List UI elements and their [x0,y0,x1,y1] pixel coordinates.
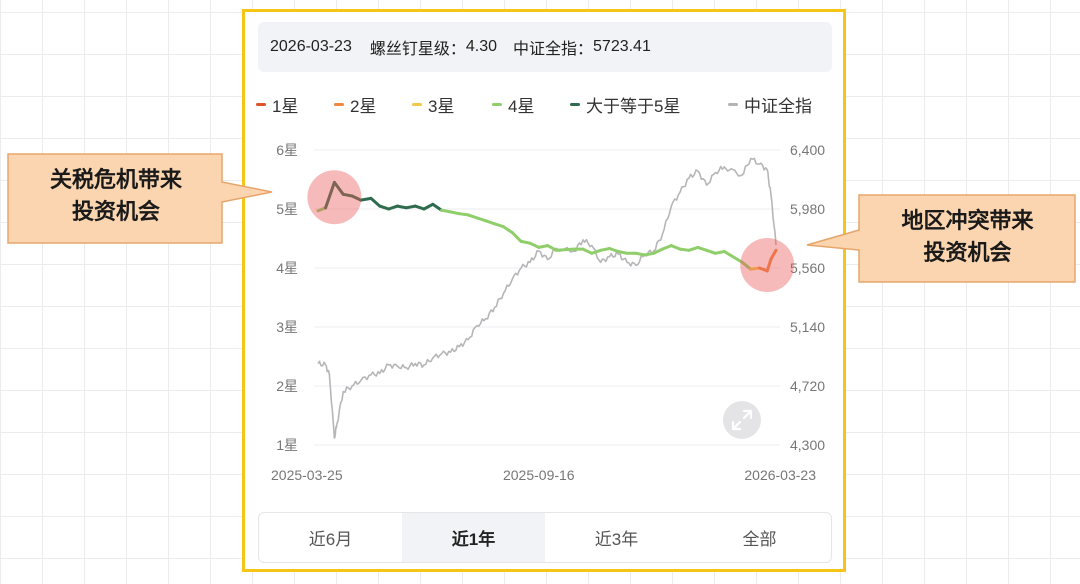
series-rating-segment [590,248,603,255]
legend-label: 1星 [272,97,299,116]
chart-card [242,9,846,572]
left-callout-shape [7,153,273,244]
tooltip-rating-label: 螺丝钉星级： [369,41,466,58]
legend-item-1star[interactable]: 1星 [256,92,298,117]
series-rating-segment [546,244,558,252]
y-left-tick-label: 5星 [276,201,298,217]
legend-label: 4星 [508,97,535,116]
line-chart: 1星 2星 3星 4星 5星 6星 4,300 4,720 5,140 5,560 5,980 6,… [271,142,825,483]
series-rating-segment [466,213,479,220]
x-tick-label: 2025-09-16 [503,467,575,483]
left-callout-text: 关税危机带来 投资机会 [49,167,182,224]
series-rating-segment [687,245,700,252]
series-rating-segment [332,180,345,196]
legend-label: 2星 [350,97,377,116]
legend-label: 大于等于5星 [586,97,681,116]
tooltip-bar: 2026-03-23 螺丝钉星级： 4.30 中证全指： 5723.41 [258,22,832,72]
series-rating-segment [581,247,594,255]
series-rating-segment [519,239,532,245]
series-rating-segment [404,204,417,210]
y-right-tick-label: 4,300 [790,437,825,453]
y-right-tick-label: 5,140 [790,319,825,335]
tab-1y[interactable]: 近1年 [402,513,545,562]
expand-icon [731,409,753,431]
legend-swatch [570,103,580,106]
tooltip-date: 2026-03-23 [270,38,352,55]
y-right-tick-label: 5,560 [790,260,825,276]
right-callout-shape [806,194,1076,283]
highlight-tariff-zone [307,170,362,225]
tooltip-index-value: 5723.41 [593,38,651,55]
legend-swatch [412,103,422,106]
series-rating-segment [765,257,773,273]
series-rating-segment [359,196,373,202]
series-rating-segment [324,180,336,210]
series-rating-segment [502,225,514,235]
y-right-tick-label: 5,980 [790,201,825,217]
legend-swatch [334,103,344,106]
series-rating-segment [528,241,541,249]
legend-swatch [492,103,502,106]
series-rating-segment [341,192,354,198]
legend-item-index[interactable]: 中证全指 [728,92,812,117]
legend-item-5star-plus[interactable]: 大于等于5星 [570,92,680,117]
tooltip-index-label: 中证全指： [513,41,594,58]
legend-item-3star[interactable]: 3星 [412,92,454,117]
legend-swatch [256,103,266,106]
expand-button[interactable] [723,401,761,439]
y-left-tick-label: 6星 [276,142,298,158]
x-tick-label: 2026-03-23 [744,467,816,483]
series-rating-segment [387,204,399,211]
series-rating-segment [769,248,778,261]
y-right-tick-label: 6,400 [790,142,825,158]
y-left-tick-label: 2星 [276,378,298,394]
series-rating-segment [378,204,391,211]
series-rating-segment [440,208,452,214]
y-left-tick-label: 1星 [276,437,298,453]
series-rating-segment [510,231,523,243]
range-tabs: 近6月 近1年 近3年 全部 [258,512,832,563]
series-rating-segment [555,247,576,252]
series-rating-segment [422,202,435,211]
series-rating-segment [696,245,709,252]
series-rating-segment [431,202,444,212]
series-rating-segment [608,247,620,253]
legend-swatch [728,103,738,106]
series-rating-segment [652,247,664,255]
series-rating-segment [350,194,363,202]
series-rating-segment [413,204,426,211]
series-rating-segment [713,250,726,255]
series-rating-segment [705,248,717,255]
legend-label: 3星 [428,97,455,116]
series-rating-segment [669,244,682,251]
legend-item-2star[interactable]: 2星 [334,92,376,117]
tooltip-rating-value: 4.30 [465,38,497,55]
series-rating-segment [369,196,382,208]
y-left-tick-label: 4星 [276,260,298,276]
tab-3y[interactable]: 近3年 [594,530,639,549]
right-callout-text: 地区冲突带来 投资机会 [901,208,1034,265]
series-rating-segment [599,247,611,252]
series-rating-segment [740,260,753,271]
series-rating-segment [475,216,488,223]
tab-all[interactable]: 全部 [742,530,777,549]
legend-item-4star[interactable]: 4星 [492,92,534,117]
series-rating-segment [493,222,505,229]
y-right-tick-label: 4,720 [790,378,825,394]
y-left-tick-label: 3星 [276,319,298,335]
series-rating-segment [660,244,673,251]
highlight-conflict-zone [740,238,795,293]
legend-label: 中证全指 [744,97,812,116]
series-index-line [317,157,777,439]
tab-6m[interactable]: 近6月 [308,530,353,549]
series-rating-segment [722,250,744,264]
x-tick-label: 2025-03-25 [271,467,343,483]
series-rating-segment [484,219,497,226]
